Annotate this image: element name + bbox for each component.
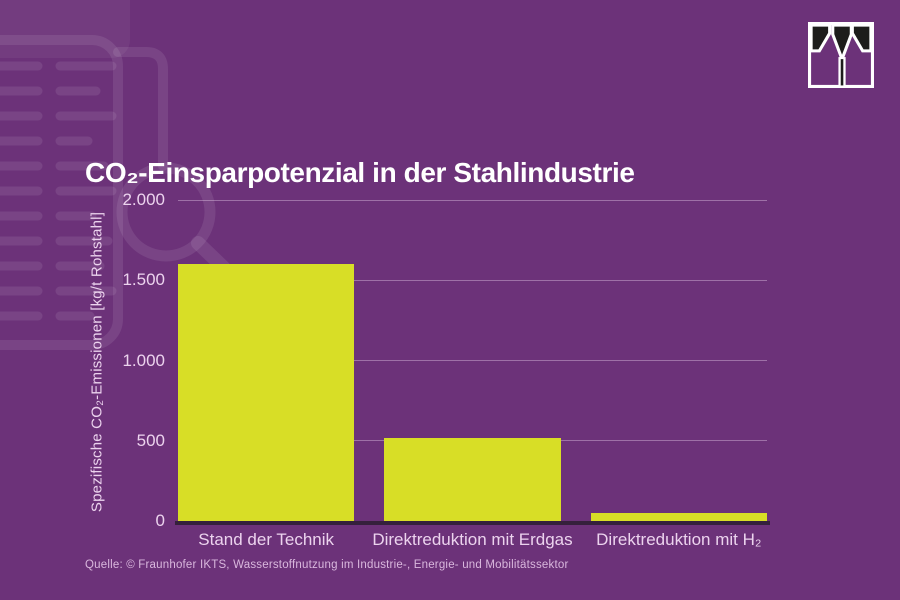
x-tick-label: Direktreduktion mit H₂ (591, 529, 767, 551)
y-tick-label: 1.000 (122, 350, 165, 370)
x-tick-label: Direktreduktion mit Erdgas (372, 529, 572, 551)
bar-slot (384, 438, 561, 521)
x-tick-label-text: Direktreduktion mit Erdgas (372, 530, 573, 549)
bar-3 (590, 513, 767, 521)
y-tick-label: 2.000 (122, 190, 165, 209)
x-tick-label-text: Stand der Technik (198, 530, 335, 549)
y-tick-label: 500 (136, 430, 165, 450)
bar-series (178, 200, 767, 521)
bar-slot (178, 264, 355, 521)
bar-2 (384, 438, 561, 521)
gridline-2000 (178, 199, 767, 201)
gridline-1500 (178, 279, 767, 281)
source-credit: Quelle: © Fraunhofer IKTS, Wasserstoffnu… (85, 559, 569, 571)
chart-title: CO₂-Einsparpotenzial in der Stahlindustr… (85, 156, 635, 188)
watermark-tab-shape (0, 0, 130, 58)
x-tick-label-text: Direktreduktion mit H₂ (596, 530, 762, 549)
logo-glyph (809, 23, 873, 64)
x-tick-label: Stand der Technik (178, 529, 354, 551)
y-tick-label: 1.500 (122, 270, 165, 290)
bar-slot (590, 513, 767, 521)
x-axis-labels: Stand der Technik Direktreduktion mit Erd… (178, 529, 767, 551)
gridline-1000 (178, 360, 767, 361)
fraunhofer-ikts-logo (808, 22, 874, 88)
y-tick-label: 0 (155, 511, 165, 530)
x-axis-baseline (175, 521, 770, 525)
bar-1 (178, 264, 355, 521)
watermark-connector-line (113, 47, 168, 171)
